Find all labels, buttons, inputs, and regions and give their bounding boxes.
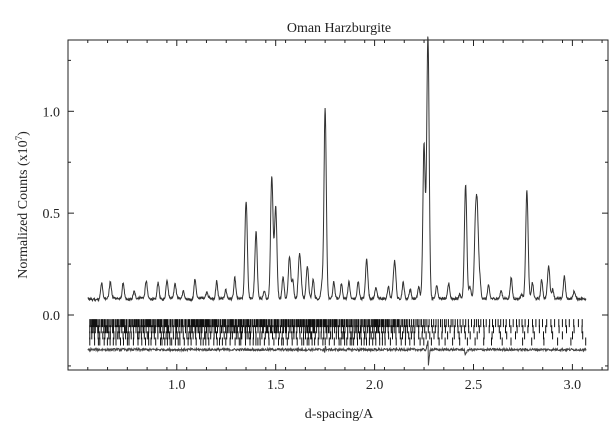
y-axis-label: Normalized Counts (x107) (14, 131, 31, 279)
y-axis-label-close: ) (16, 131, 31, 136)
x-tick-label: 3.0 (564, 378, 582, 393)
reflection-ticks (89, 331, 584, 340)
y-tick-label: 1.0 (43, 105, 61, 120)
chart-title: Oman Harzburgite (287, 21, 391, 36)
y-axis-label-main: Normalized Counts (x10 (16, 140, 31, 278)
x-tick-label: 2.0 (366, 378, 384, 393)
x-tick-label: 1.0 (168, 378, 186, 393)
plot-frame (67, 39, 609, 371)
y-tick-label: 0.0 (43, 309, 61, 324)
reflection-ticks (89, 325, 583, 334)
reflection-row (89, 325, 583, 334)
difference-line (87, 340, 587, 366)
y-tick-labels: 0.0 0.5 1.0 (43, 105, 61, 324)
x-tick-label: 2.5 (465, 378, 483, 393)
reflection-row (89, 319, 583, 328)
x-axis-label: d-spacing/A (305, 407, 374, 422)
x-tick-labels: 1.0 1.5 2.0 2.5 3.0 (168, 378, 581, 393)
y-tick-label: 0.5 (43, 207, 61, 222)
reflection-ticks (89, 319, 583, 328)
y-axis-label-exponent: 7 (14, 135, 24, 140)
reflection-ticks (89, 337, 587, 346)
reflection-row (89, 331, 584, 340)
axis-ticks (68, 40, 608, 370)
series-group (87, 36, 587, 366)
pattern-line (87, 36, 587, 303)
x-tick-label: 1.5 (267, 378, 285, 393)
reflection-row (89, 337, 587, 346)
